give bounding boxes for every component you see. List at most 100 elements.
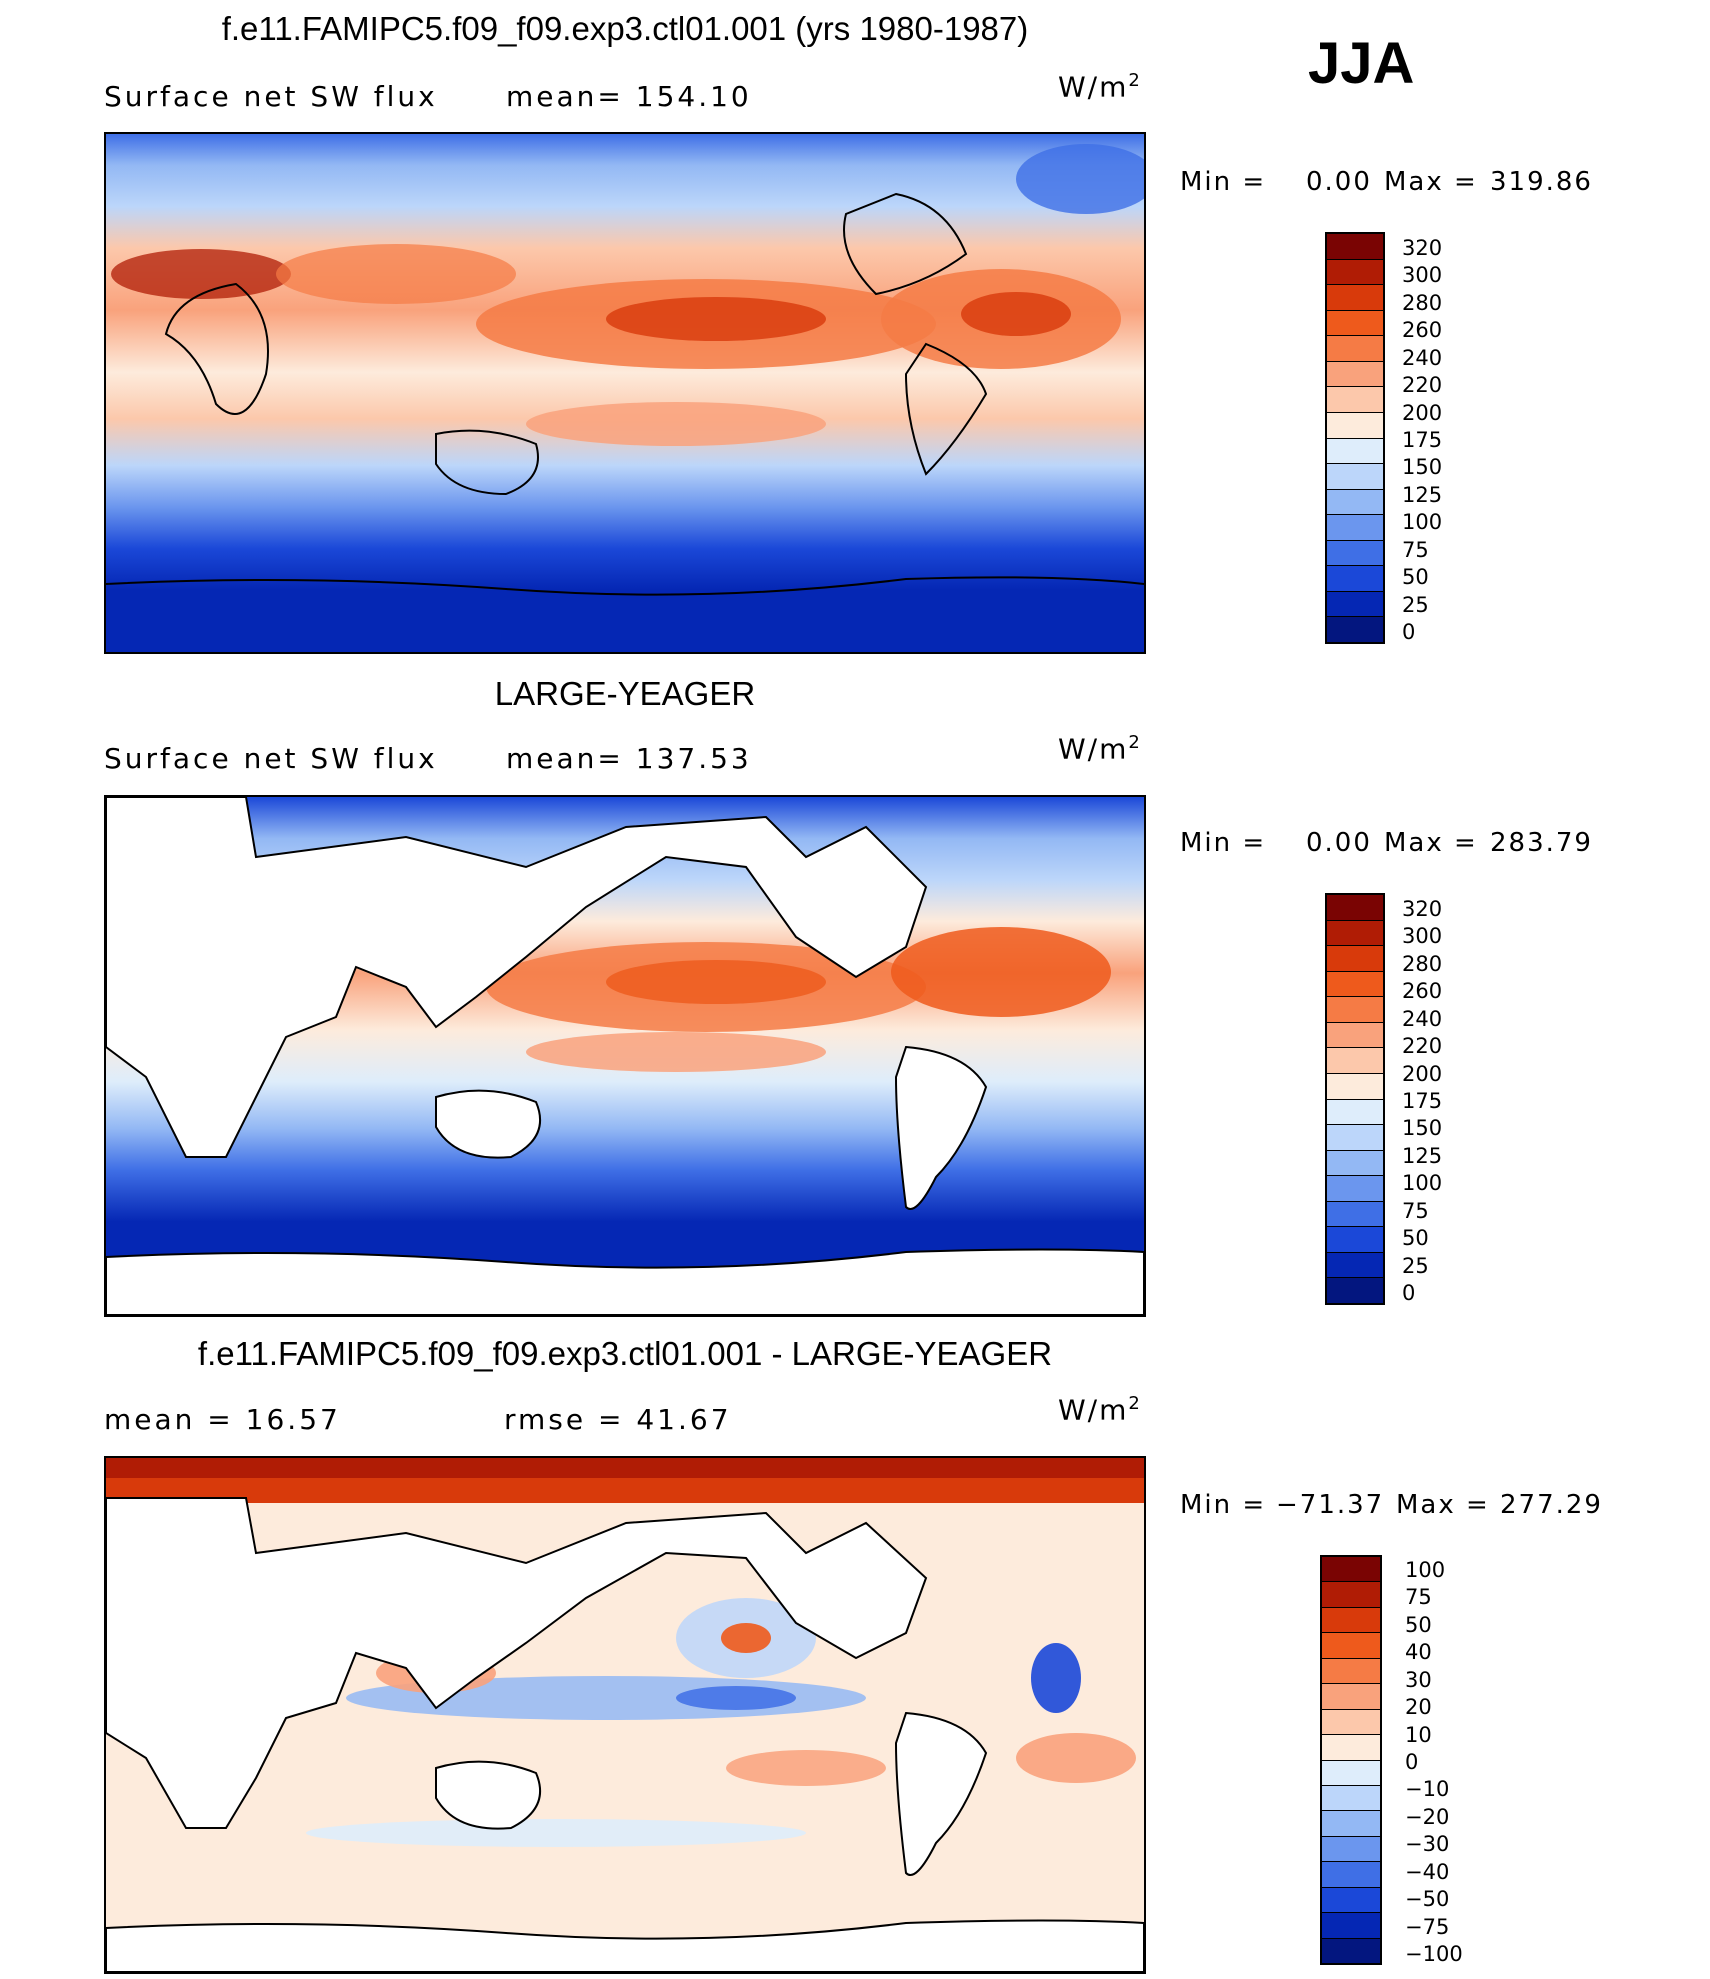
colorbar-swatch (1322, 1759, 1380, 1785)
season-label: JJA (1308, 31, 1415, 96)
panel-2-title: LARGE-YEAGER (494, 675, 756, 712)
panel-1-variable-label: Surface net SW flux (104, 80, 438, 113)
panel-1-colorbar-labels: 320 300 280 260 240 220 200 175 150 125 100 75 50 25 0 (1402, 236, 1482, 644)
colorbar-swatch (1322, 1886, 1380, 1913)
colorbar-swatch (1327, 919, 1383, 946)
colorbar-swatch (1327, 1200, 1383, 1227)
colorbar-swatch (1322, 1835, 1380, 1862)
panel-3-max-value: 277.29 (1500, 1490, 1603, 1520)
colorbar-swatch (1327, 386, 1383, 412)
colorbar-swatch (1327, 1149, 1383, 1176)
panel-2-max-value: 283.79 (1490, 828, 1593, 858)
colorbar-swatch (1327, 514, 1383, 540)
colorbar-swatch (1322, 1581, 1380, 1607)
panel-3-units: W/m2 (1058, 1393, 1142, 1427)
colorbar-tick-label: 20 (1405, 1695, 1432, 1720)
panel-1-title: f.e11.FAMIPC5.f09_f09.exp3.ctl01.001 (yr… (221, 10, 1029, 47)
colorbar-swatch (1327, 1277, 1383, 1303)
colorbar-swatch (1327, 463, 1383, 489)
colorbar-tick-label: 75 (1402, 537, 1429, 562)
panel-1-greenland (1016, 144, 1156, 214)
colorbar-tick-label: 75 (1402, 1198, 1429, 1223)
colorbar-swatch (1327, 360, 1383, 387)
colorbar-tick-label: 50 (1402, 565, 1429, 590)
panel-3-eurasia-africa-land (105, 1497, 928, 1829)
colorbar-tick-label: 10 (1405, 1722, 1432, 1747)
colorbar-swatch (1327, 616, 1383, 642)
colorbar-swatch (1327, 1226, 1383, 1252)
panel-1-mean-label: mean= 154.10 (506, 80, 752, 113)
panel-1-north-america-coast (843, 192, 968, 296)
colorbar-tick-label: 260 (1402, 979, 1443, 1004)
panel-2-south-pacific-band (526, 1032, 826, 1072)
panel-3-min-label: Min = (1180, 1490, 1267, 1520)
panel-2-eurasia-africa-land (105, 796, 928, 1158)
panel-3-south-pacific-warm (726, 1750, 886, 1786)
panel-3-map (104, 1456, 1146, 1974)
colorbar-swatch (1327, 1098, 1383, 1125)
colorbar-tick-label: 25 (1402, 1253, 1429, 1278)
panel-3-title: f.e11.FAMIPC5.f09_f09.exp3.ctl01.001 - L… (197, 1335, 1053, 1372)
colorbar-tick-label: 280 (1402, 290, 1443, 315)
panel-2-colorbar (1325, 893, 1385, 1305)
panel-1-min-label: Min = (1180, 167, 1267, 197)
panel-1-north-pacific-core (606, 297, 826, 341)
panel-2-max-label: Max = (1384, 828, 1478, 858)
panel-3-north-pacific-warm-spot (721, 1623, 771, 1653)
colorbar-swatch (1322, 1784, 1380, 1811)
colorbar-tick-label: 150 (1402, 455, 1443, 480)
panel-2-antarctica-land (105, 1248, 1145, 1316)
colorbar-tick-label: 300 (1402, 924, 1443, 949)
panel-3-min-value: −71.37 (1276, 1490, 1385, 1520)
panel-3-arctic-core (106, 1458, 1144, 1478)
colorbar-swatch (1327, 945, 1383, 971)
panel-1-map (104, 132, 1156, 654)
colorbar-swatch (1322, 1810, 1380, 1836)
panel-1-sahara-max (111, 249, 291, 299)
panel-3-australia-land (435, 1760, 541, 1830)
panel-2-map (104, 795, 1146, 1317)
panel-2-map-field (105, 796, 1145, 1316)
colorbar-swatch (1322, 1734, 1380, 1760)
colorbar-swatch (1327, 1124, 1383, 1150)
colorbar-tick-label: 175 (1402, 1089, 1443, 1113)
panel-1-antarctica-coast (105, 576, 1145, 596)
panel-1-asia-region (276, 244, 516, 304)
colorbar-tick-label: 220 (1402, 1034, 1443, 1059)
colorbar-tick-label: 100 (1402, 510, 1443, 535)
panel-1-north-atlantic-core (961, 292, 1071, 336)
colorbar-tick-label: 50 (1402, 1226, 1429, 1251)
panel-1-max-value: 319.86 (1490, 167, 1593, 197)
colorbar-swatch (1327, 284, 1383, 310)
colorbar-tick-label: 0 (1405, 1750, 1419, 1774)
colorbar-swatch (1322, 1912, 1380, 1938)
colorbar-tick-label: 100 (1402, 1171, 1443, 1196)
colorbar-swatch (1327, 309, 1383, 336)
colorbar-swatch (1327, 590, 1383, 617)
panel-3-mean-label: mean = 16.57 (104, 1403, 341, 1436)
colorbar-swatch (1327, 895, 1383, 920)
panel-2-south-america-land (894, 1045, 988, 1210)
panel-3-southern-ocean-band (306, 1819, 806, 1847)
colorbar-tick-label: 25 (1402, 592, 1429, 617)
colorbar-tick-label: −50 (1405, 1887, 1450, 1912)
panel-3-antarctica-land (105, 1919, 1145, 1973)
panel-3-max-label: Max = (1396, 1490, 1490, 1520)
panel-1-south-america-coast (904, 342, 988, 476)
colorbar-swatch (1327, 539, 1383, 566)
colorbar-tick-label: −30 (1405, 1832, 1450, 1857)
colorbar-tick-label: 125 (1402, 1143, 1443, 1168)
panel-3-west-africa-min (1031, 1643, 1081, 1713)
panel-2-colorbar-labels: 320 300 280 260 240 220 200 175 150 125 100 75 50 25 0 (1402, 897, 1482, 1305)
panel-1-max-label: Max = (1384, 167, 1478, 197)
colorbar-swatch (1327, 437, 1383, 464)
panel-1-australia-coast (435, 429, 539, 496)
colorbar-tick-label: −100 (1405, 1942, 1463, 1966)
colorbar-swatch (1327, 1251, 1383, 1278)
colorbar-tick-label: 320 (1402, 897, 1443, 921)
panel-3-south-america-land (894, 1711, 988, 1876)
colorbar-tick-label: −40 (1405, 1859, 1450, 1884)
colorbar-swatch (1327, 1021, 1383, 1048)
colorbar-tick-label: 280 (1402, 951, 1443, 976)
colorbar-tick-label: −75 (1405, 1914, 1450, 1939)
